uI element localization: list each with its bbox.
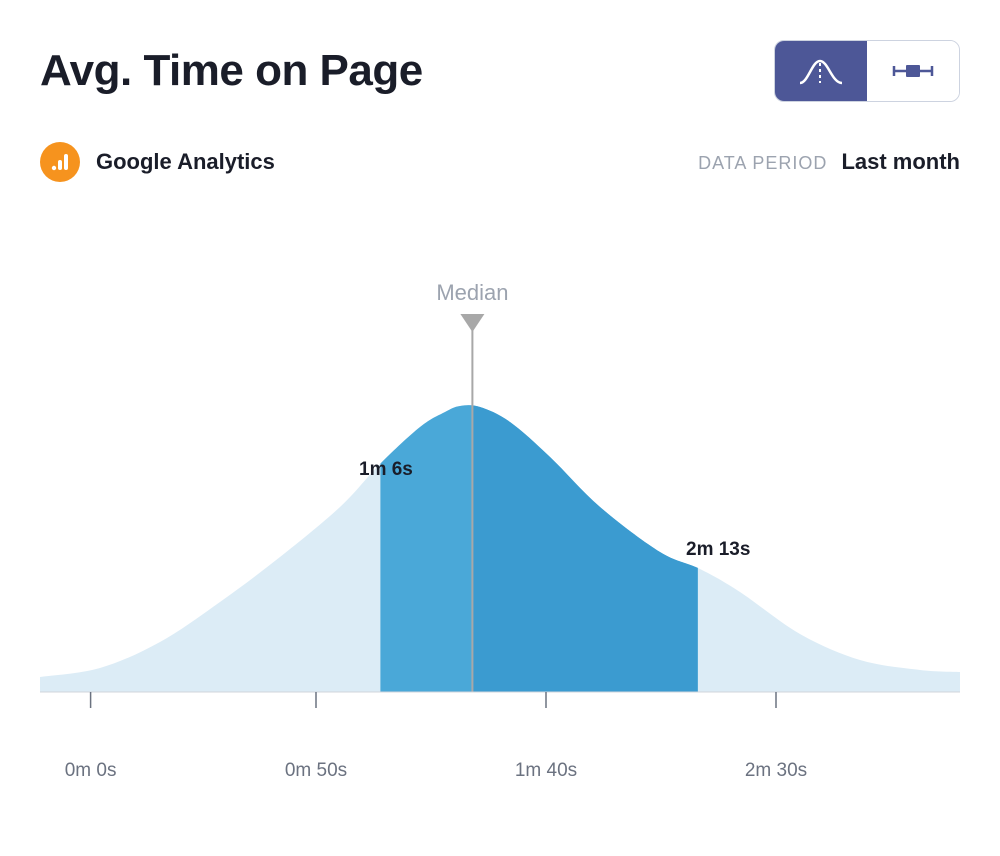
x-axis-tick-label: 0m 50s [285, 760, 347, 782]
distribution-view-button[interactable] [775, 41, 867, 101]
google-analytics-icon [40, 142, 80, 182]
iqr-upper-label: 2m 13s [686, 539, 750, 561]
density-chart: Median 1m 6s 2m 13s 0m 0s0m 50s1m 40s2m … [40, 272, 960, 752]
view-toggle-group [774, 40, 960, 102]
iqr-lower-label: 1m 6s [359, 459, 413, 481]
median-label: Median [436, 280, 508, 306]
data-source: Google Analytics [40, 142, 275, 182]
chart-svg [40, 272, 960, 752]
distribution-curve-icon [798, 57, 844, 85]
boxplot-view-button[interactable] [867, 41, 959, 101]
page-title: Avg. Time on Page [40, 46, 423, 96]
x-axis-tick-label: 2m 30s [745, 760, 807, 782]
source-label: Google Analytics [96, 149, 275, 175]
x-axis-tick-label: 1m 40s [515, 760, 577, 782]
period-label: DATA PERIOD [698, 153, 827, 174]
x-axis-tick-label: 0m 0s [65, 760, 117, 782]
data-period[interactable]: DATA PERIOD Last month [698, 149, 960, 175]
boxplot-icon [890, 57, 936, 85]
period-value: Last month [841, 149, 960, 175]
